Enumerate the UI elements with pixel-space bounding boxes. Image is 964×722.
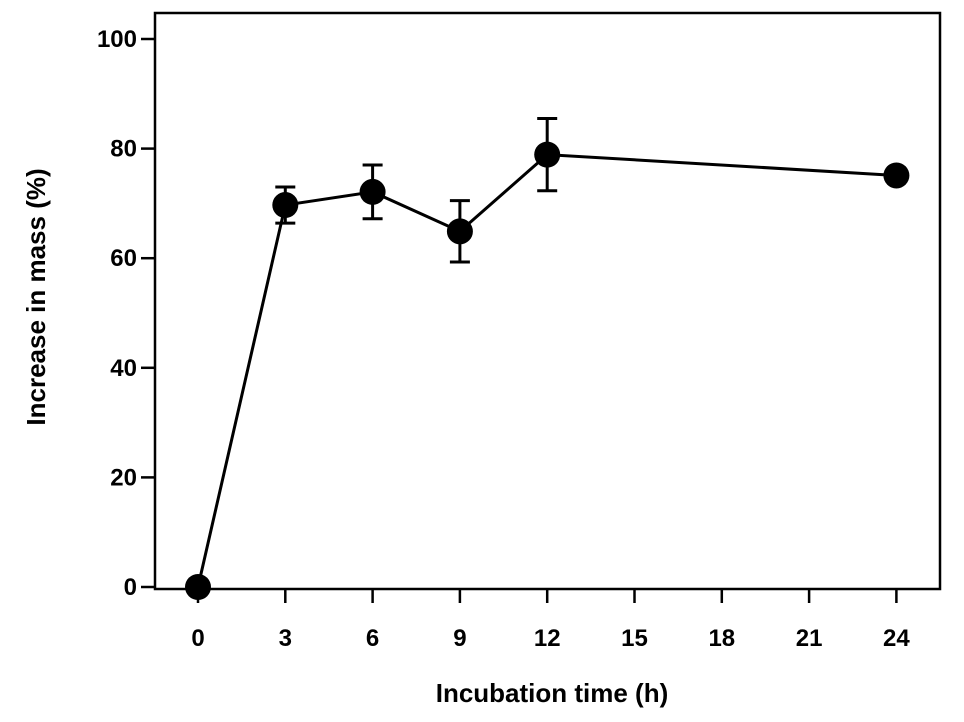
y-axis-label: Increase in mass (%) xyxy=(21,168,51,425)
data-point xyxy=(359,178,386,205)
y-tick-label: 0 xyxy=(124,574,137,601)
x-tick-label: 15 xyxy=(621,625,648,652)
x-tick-label: 18 xyxy=(708,625,735,652)
y-tick-label: 40 xyxy=(110,355,137,382)
x-axis: 0 3 6 9 12 15 18 21 24 xyxy=(191,589,910,652)
y-tick-label: 60 xyxy=(110,245,137,272)
data-point xyxy=(446,218,473,245)
x-tick-label: 12 xyxy=(534,625,561,652)
x-tick-label: 0 xyxy=(191,625,204,652)
x-axis-label: Incubation time (h) xyxy=(436,678,669,708)
x-tick-label: 6 xyxy=(366,625,379,652)
x-tick-label: 24 xyxy=(883,625,910,652)
x-tick-label: 3 xyxy=(279,625,292,652)
y-tick-label: 100 xyxy=(97,26,137,53)
data-point xyxy=(534,141,561,168)
data-point xyxy=(185,574,211,600)
series-layer xyxy=(185,116,910,600)
data-point xyxy=(883,162,910,189)
series-line xyxy=(196,153,897,588)
y-axis: 0 20 40 60 80 100 xyxy=(97,26,155,601)
plot-frame xyxy=(153,11,942,591)
y-tick-label: 80 xyxy=(110,136,137,163)
x-tick-label: 9 xyxy=(453,625,466,652)
data-point xyxy=(272,192,299,219)
y-tick-label: 20 xyxy=(110,464,137,491)
x-tick-label: 21 xyxy=(796,625,823,652)
